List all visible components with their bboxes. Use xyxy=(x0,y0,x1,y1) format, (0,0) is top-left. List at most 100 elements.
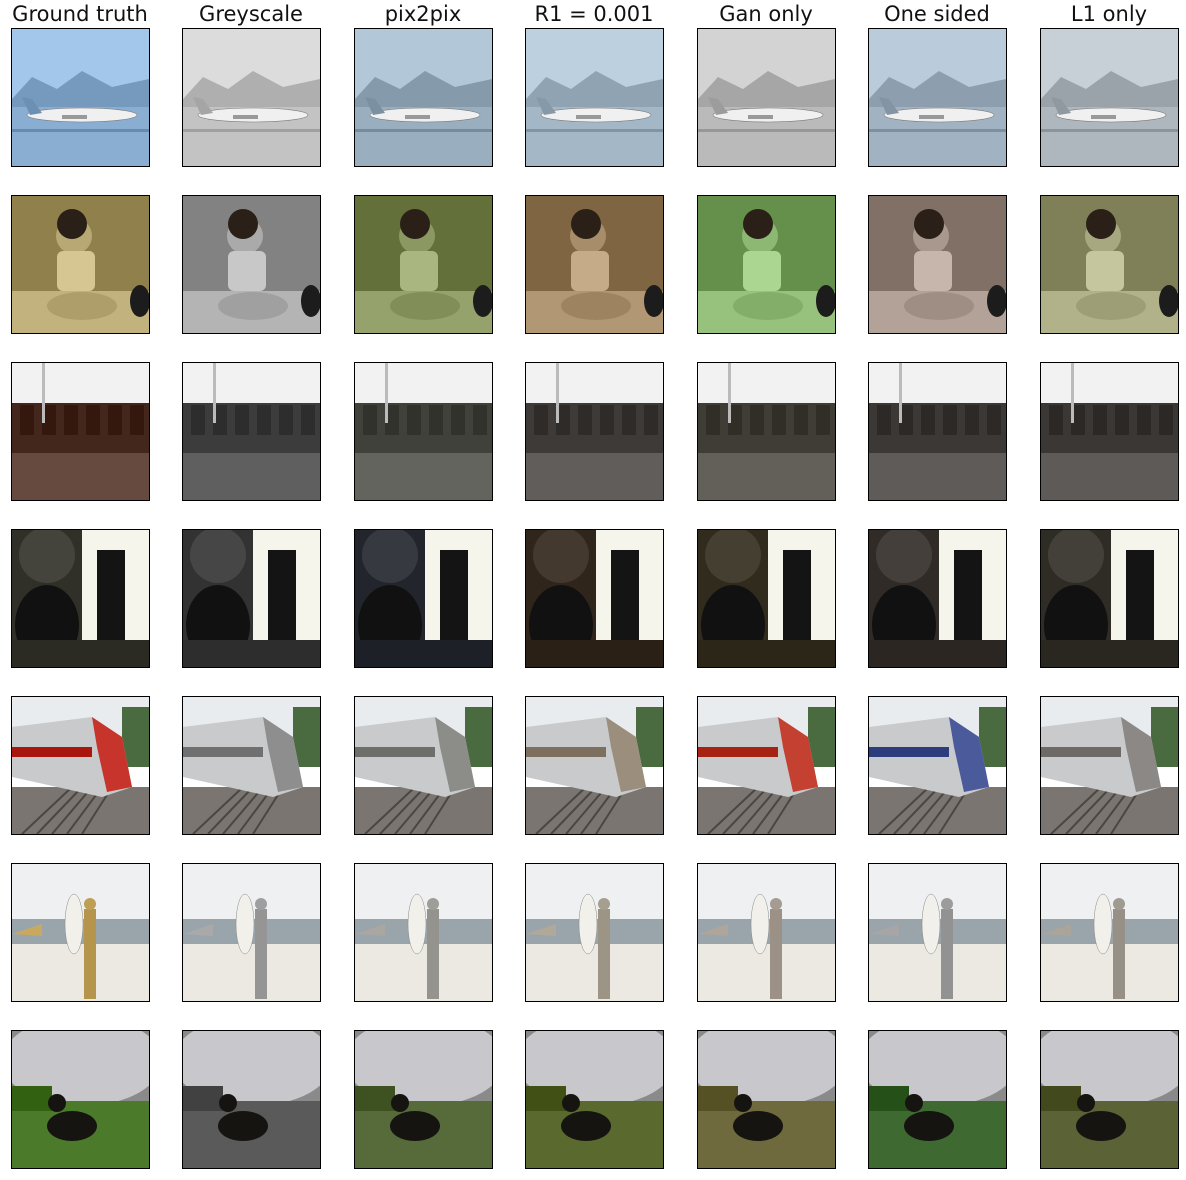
vase-photo xyxy=(1041,530,1178,667)
express-train-photo xyxy=(355,697,492,834)
column-title: R1 = 0.001 xyxy=(534,2,654,26)
result-image-dog-field xyxy=(868,1030,1007,1169)
dog-field-photo xyxy=(355,1031,492,1168)
airplane-photo xyxy=(12,29,149,166)
result-image-airplane xyxy=(354,28,493,167)
train-cars-photo xyxy=(869,363,1006,500)
result-image-express-train xyxy=(11,696,150,835)
result-image-airplane xyxy=(697,28,836,167)
result-image-train-cars xyxy=(1040,362,1179,501)
result-image-beach xyxy=(354,863,493,1002)
airplane-photo xyxy=(869,29,1006,166)
child-photo xyxy=(1041,196,1178,333)
result-image-vase xyxy=(354,529,493,668)
express-train-photo xyxy=(698,697,835,834)
result-image-dog-field xyxy=(525,1030,664,1169)
result-image-child xyxy=(182,195,321,334)
beach-photo xyxy=(183,864,320,1001)
dog-field-photo xyxy=(1041,1031,1178,1168)
vase-photo xyxy=(12,530,149,667)
result-image-train-cars xyxy=(697,362,836,501)
dog-field-photo xyxy=(183,1031,320,1168)
result-image-airplane xyxy=(1040,28,1179,167)
child-photo xyxy=(355,196,492,333)
beach-photo xyxy=(698,864,835,1001)
express-train-photo xyxy=(12,697,149,834)
result-image-train-cars xyxy=(525,362,664,501)
result-image-beach xyxy=(697,863,836,1002)
result-image-child xyxy=(868,195,1007,334)
vase-photo xyxy=(698,530,835,667)
result-image-airplane xyxy=(182,28,321,167)
airplane-photo xyxy=(1041,29,1178,166)
beach-photo xyxy=(12,864,149,1001)
result-image-vase xyxy=(182,529,321,668)
result-image-airplane xyxy=(868,28,1007,167)
result-image-vase xyxy=(525,529,664,668)
train-cars-photo xyxy=(698,363,835,500)
column-title: Greyscale xyxy=(199,2,303,26)
result-image-train-cars xyxy=(868,362,1007,501)
result-image-express-train xyxy=(1040,696,1179,835)
express-train-photo xyxy=(183,697,320,834)
train-cars-photo xyxy=(355,363,492,500)
child-photo xyxy=(869,196,1006,333)
express-train-photo xyxy=(869,697,1006,834)
express-train-photo xyxy=(526,697,663,834)
train-cars-photo xyxy=(526,363,663,500)
dog-field-photo xyxy=(698,1031,835,1168)
result-image-beach xyxy=(1040,863,1179,1002)
vase-photo xyxy=(526,530,663,667)
vase-photo xyxy=(183,530,320,667)
train-cars-photo xyxy=(12,363,149,500)
train-cars-photo xyxy=(1041,363,1178,500)
column-title: One sided xyxy=(884,2,990,26)
child-photo xyxy=(183,196,320,333)
beach-photo xyxy=(526,864,663,1001)
beach-photo xyxy=(869,864,1006,1001)
result-image-dog-field xyxy=(182,1030,321,1169)
result-image-child xyxy=(1040,195,1179,334)
train-cars-photo xyxy=(183,363,320,500)
airplane-photo xyxy=(183,29,320,166)
child-photo xyxy=(526,196,663,333)
beach-photo xyxy=(355,864,492,1001)
result-image-train-cars xyxy=(354,362,493,501)
result-image-beach xyxy=(868,863,1007,1002)
child-photo xyxy=(12,196,149,333)
result-image-train-cars xyxy=(11,362,150,501)
result-image-express-train xyxy=(697,696,836,835)
result-image-vase xyxy=(868,529,1007,668)
result-image-vase xyxy=(1040,529,1179,668)
result-image-express-train xyxy=(868,696,1007,835)
airplane-photo xyxy=(355,29,492,166)
result-image-beach xyxy=(525,863,664,1002)
dog-field-photo xyxy=(526,1031,663,1168)
result-image-child xyxy=(11,195,150,334)
result-image-beach xyxy=(11,863,150,1002)
airplane-photo xyxy=(698,29,835,166)
column-title: Gan only xyxy=(719,2,813,26)
vase-photo xyxy=(355,530,492,667)
result-image-child xyxy=(697,195,836,334)
result-image-dog-field xyxy=(1040,1030,1179,1169)
result-image-express-train xyxy=(354,696,493,835)
child-photo xyxy=(698,196,835,333)
result-image-child xyxy=(525,195,664,334)
express-train-photo xyxy=(1041,697,1178,834)
beach-photo xyxy=(1041,864,1178,1001)
vase-photo xyxy=(869,530,1006,667)
dog-field-photo xyxy=(869,1031,1006,1168)
result-image-express-train xyxy=(525,696,664,835)
result-image-airplane xyxy=(11,28,150,167)
result-image-vase xyxy=(11,529,150,668)
dog-field-photo xyxy=(12,1031,149,1168)
airplane-photo xyxy=(526,29,663,166)
result-image-airplane xyxy=(525,28,664,167)
result-image-beach xyxy=(182,863,321,1002)
result-image-dog-field xyxy=(697,1030,836,1169)
result-image-express-train xyxy=(182,696,321,835)
column-title: pix2pix xyxy=(384,2,462,26)
column-title: Ground truth xyxy=(12,2,148,26)
result-image-dog-field xyxy=(354,1030,493,1169)
